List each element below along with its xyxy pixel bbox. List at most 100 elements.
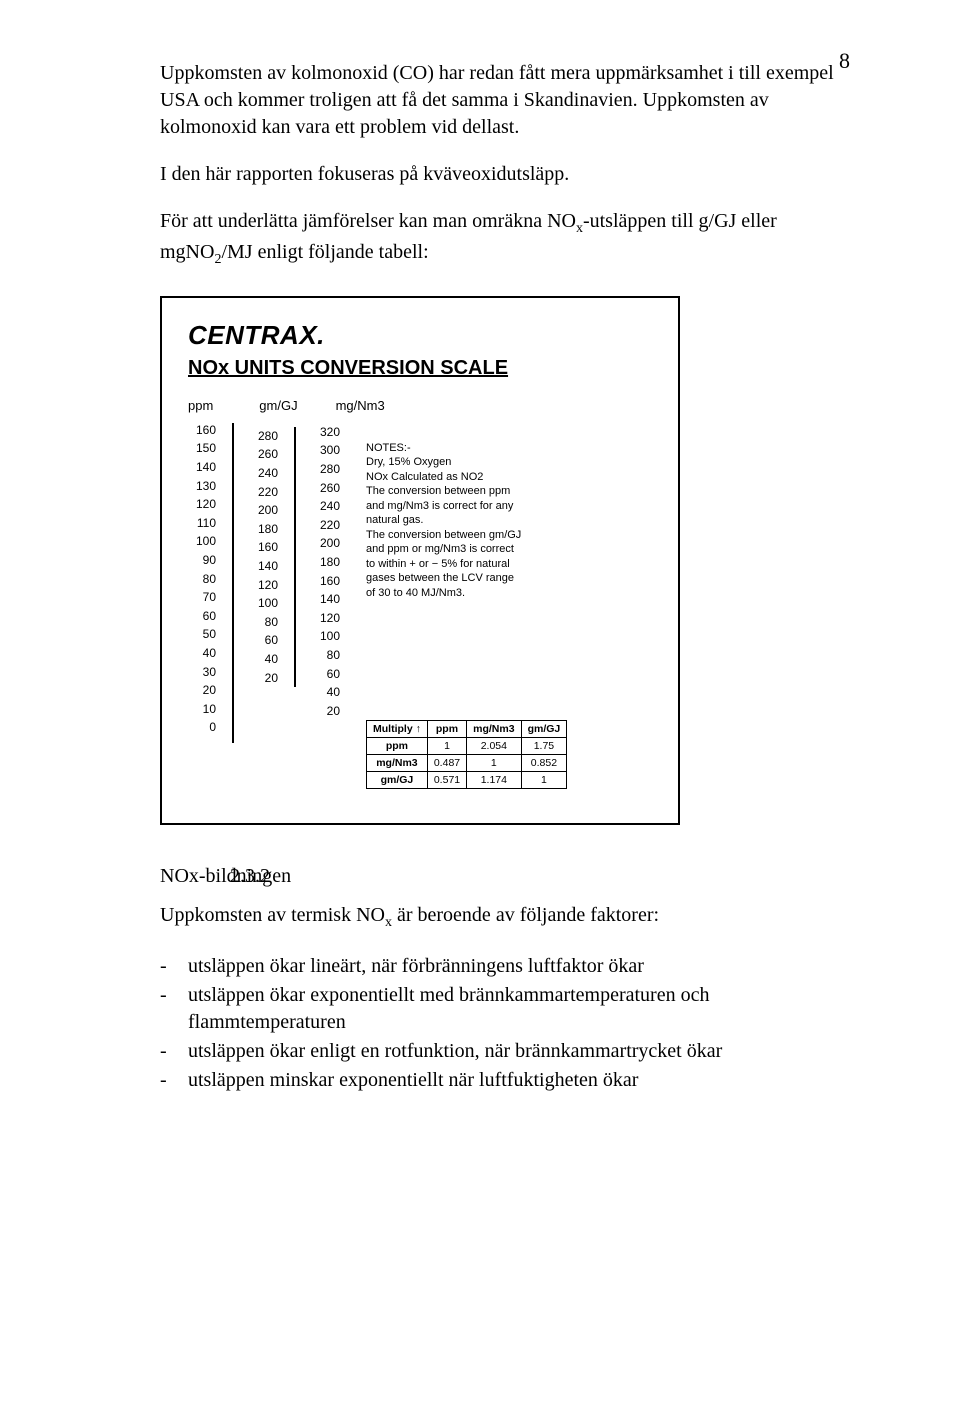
notes-line: gases between the LCV range xyxy=(366,571,652,586)
p3-part-c: /MJ enligt följande tabell: xyxy=(221,241,428,263)
section-number: 2.3.2 xyxy=(230,865,270,888)
scale-tick: 40 xyxy=(250,650,278,669)
scale-tick: 100 xyxy=(188,532,216,551)
notes-line: to within + or − 5% for natural xyxy=(366,557,652,572)
p4-part-a: Uppkomsten av termisk NO xyxy=(160,904,385,926)
scale-tick: 180 xyxy=(250,520,278,539)
page-container: 8 Uppkomsten av kolmonoxid (CO) har reda… xyxy=(0,0,960,1408)
scale-tick: 60 xyxy=(250,631,278,650)
scale-tick: 40 xyxy=(312,683,340,702)
scale-tick: 120 xyxy=(250,576,278,595)
table-row: ppm12.0541.75 xyxy=(367,738,567,755)
scale-row: 1601501401301201101009080706050403020100… xyxy=(188,421,652,790)
scale-tick: 180 xyxy=(312,553,340,572)
notes-block: NOTES:- Dry, 15% OxygenNOx Calculated as… xyxy=(366,441,652,601)
scale-tick: 110 xyxy=(188,514,216,533)
table-row: mg/Nm30.48710.852 xyxy=(367,755,567,772)
scale-tick: 140 xyxy=(188,458,216,477)
scale-tick: 280 xyxy=(312,460,340,479)
notes-line: Dry, 15% Oxygen xyxy=(366,455,652,470)
scale-ppm-bar xyxy=(232,423,234,743)
table-cell: gm/GJ xyxy=(367,772,428,789)
scale-tick: 300 xyxy=(312,441,340,460)
table-cell: 1 xyxy=(467,755,521,772)
scale-tick: 160 xyxy=(250,538,278,557)
scale-tick: 260 xyxy=(312,479,340,498)
notes-line: The conversion between gm/GJ xyxy=(366,528,652,543)
scale-tick: 260 xyxy=(250,445,278,464)
scale-tick: 50 xyxy=(188,625,216,644)
scale-tick: 220 xyxy=(312,516,340,535)
p4-sub-x: x xyxy=(385,915,392,930)
scale-mgnm3-values: 3203002802602402202001801601401201008060… xyxy=(312,423,340,743)
scale-tick: 60 xyxy=(312,665,340,684)
table-row: gm/GJ0.5711.1741 xyxy=(367,772,567,789)
list-item: utsläppen ökar enligt en rotfunktion, nä… xyxy=(160,1038,860,1065)
th-multiply: Multiply ↑ xyxy=(367,721,428,738)
figure-right-block: NOTES:- Dry, 15% OxygenNOx Calculated as… xyxy=(366,421,652,790)
scale-tick: 60 xyxy=(188,607,216,626)
list-item: utsläppen ökar lineärt, när förbränninge… xyxy=(160,953,860,980)
figure-title: NOx UNITS CONVERSION SCALE xyxy=(188,357,652,380)
label-ppm: ppm xyxy=(188,398,213,413)
notes-lines: Dry, 15% OxygenNOx Calculated as NO2The … xyxy=(366,455,652,600)
table-cell: 0.571 xyxy=(427,772,466,789)
paragraph-1: Uppkomsten av kolmonoxid (CO) har redan … xyxy=(160,60,860,141)
scale-tick: 140 xyxy=(312,590,340,609)
scale-tick: 200 xyxy=(250,501,278,520)
notes-line: and ppm or mg/Nm3 is correct xyxy=(366,542,652,557)
scale-tick: 240 xyxy=(250,464,278,483)
table-row: Multiply ↑ ppm mg/Nm3 gm/GJ xyxy=(367,721,567,738)
table-cell: mg/Nm3 xyxy=(367,755,428,772)
scale-tick: 70 xyxy=(188,588,216,607)
scale-tick: 100 xyxy=(250,594,278,613)
table-cell: 0.487 xyxy=(427,755,466,772)
scale-tick: 200 xyxy=(312,534,340,553)
th-gmgj: gm/GJ xyxy=(521,721,567,738)
scale-tick: 320 xyxy=(312,423,340,442)
scale-tick: 10 xyxy=(188,700,216,719)
scale-tick: 20 xyxy=(312,702,340,721)
table-cell: 1 xyxy=(521,772,567,789)
notes-line: of 30 to 40 MJ/Nm3. xyxy=(366,586,652,601)
table-cell: 1.174 xyxy=(467,772,521,789)
figure-conversion-scale: CENTRAX. NOx UNITS CONVERSION SCALE ppm … xyxy=(160,296,680,826)
scale-tick: 160 xyxy=(188,421,216,440)
table-cell: 0.852 xyxy=(521,755,567,772)
scale-tick: 90 xyxy=(188,551,216,570)
notes-line: NOx Calculated as NO2 xyxy=(366,470,652,485)
scale-gmgj-values: 28026024022020018016014012010080604020 xyxy=(250,427,278,743)
paragraph-4: Uppkomsten av termisk NOx är beroende av… xyxy=(160,902,860,933)
scale-tick: 220 xyxy=(250,483,278,502)
th-ppm: ppm xyxy=(427,721,466,738)
scale-tick: 120 xyxy=(312,609,340,628)
p4-part-b: är beroende av följande faktorer: xyxy=(392,904,659,926)
scale-tick: 80 xyxy=(188,570,216,589)
table-cell: 1 xyxy=(427,738,466,755)
scale-tick: 20 xyxy=(188,681,216,700)
scale-tick: 20 xyxy=(250,669,278,688)
conversion-table: Multiply ↑ ppm mg/Nm3 gm/GJ ppm12.0541.7… xyxy=(366,720,567,789)
scale-ppm-values: 1601501401301201101009080706050403020100 xyxy=(188,421,216,743)
brand-text: CENTRAX. xyxy=(188,320,652,351)
p3-sub-x: x xyxy=(576,221,583,236)
table-cell: 1.75 xyxy=(521,738,567,755)
scale-tick: 40 xyxy=(188,644,216,663)
scale-tick: 280 xyxy=(250,427,278,446)
list-item: utsläppen minskar exponentiellt när luft… xyxy=(160,1067,860,1094)
scale-gmgj-bar xyxy=(294,427,296,687)
notes-line: The conversion between ppm xyxy=(366,484,652,499)
scale-tick: 0 xyxy=(188,718,216,737)
scale-tick: 30 xyxy=(188,663,216,682)
scale-unit-labels: ppm gm/GJ mg/Nm3 xyxy=(188,398,652,413)
th-mgnm3: mg/Nm3 xyxy=(467,721,521,738)
notes-line: and mg/Nm3 is correct for any xyxy=(366,499,652,514)
paragraph-2: I den här rapporten fokuseras på kväveox… xyxy=(160,161,860,188)
label-gmgj: gm/GJ xyxy=(259,398,297,413)
scale-body: 1601501401301201101009080706050403020100… xyxy=(188,421,340,743)
table-cell: ppm xyxy=(367,738,428,755)
scale-tick: 100 xyxy=(312,627,340,646)
paragraph-3: För att underlätta jämförelser kan man o… xyxy=(160,208,860,270)
scale-tick: 160 xyxy=(312,572,340,591)
scale-tick: 240 xyxy=(312,497,340,516)
